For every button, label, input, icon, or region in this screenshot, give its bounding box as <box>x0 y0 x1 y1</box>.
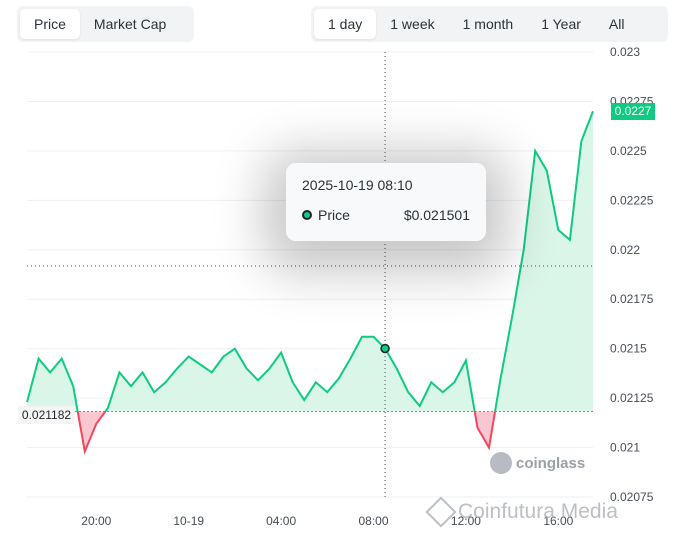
x-tick-label: 20:00 <box>81 514 111 528</box>
y-tick-label: 0.02225 <box>610 193 654 207</box>
watermark-text: Coinfutura Media <box>458 500 618 523</box>
x-tick-label: 04:00 <box>266 514 296 528</box>
coinglass-icon <box>490 452 512 474</box>
range-tab-all[interactable]: All <box>608 16 625 32</box>
tab-price[interactable]: Price <box>20 9 80 39</box>
range-tab-1-year[interactable]: 1 Year <box>541 16 581 32</box>
brand-name: coinglass <box>516 454 586 472</box>
x-tick-label: 12:00 <box>451 514 481 528</box>
y-tick-label: 0.02175 <box>610 292 654 306</box>
range-tab-1-month[interactable]: 1 month <box>462 16 514 32</box>
tooltip-label: Price <box>318 207 350 223</box>
tab-market-cap[interactable]: Market Cap <box>93 16 167 32</box>
range-tabs: 1 day 1 week 1 month 1 Year All <box>311 6 668 42</box>
price-line-up <box>26 110 594 412</box>
start-price-badge: 0.021182 <box>18 406 75 424</box>
area-fill-up <box>27 111 593 412</box>
tooltip-value: $0.021501 <box>403 207 470 223</box>
series-dot-icon <box>302 210 312 220</box>
metric-tabs: Price Market Cap <box>17 6 194 42</box>
y-tick-label: 0.0215 <box>610 342 647 356</box>
x-tick-label: 16:00 <box>543 514 573 528</box>
tooltip-date: 2025-10-19 08:10 <box>302 177 413 193</box>
brand-logo: coinglass <box>490 452 585 474</box>
price-tooltip: 2025-10-19 08:10 Price $0.021501 <box>286 163 486 241</box>
diamond-icon <box>425 496 457 528</box>
range-tab-1-week[interactable]: 1 week <box>390 16 435 32</box>
y-tick-label: 0.021 <box>610 441 640 455</box>
x-tick-label: 10-19 <box>173 514 204 528</box>
watermark: Coinfutura Media <box>425 496 618 528</box>
last-price-badge: 0.0227 <box>611 103 655 120</box>
y-tick-label: 0.02075 <box>610 490 654 504</box>
hover-point <box>380 343 390 354</box>
range-tab-1-day[interactable]: 1 day <box>314 9 377 39</box>
x-tick-label: 08:00 <box>359 514 389 528</box>
y-tick-label: 0.023 <box>610 45 640 59</box>
y-tick-label: 0.02125 <box>610 391 654 405</box>
y-tick-label: 0.022 <box>610 243 640 257</box>
y-tick-label: 0.0225 <box>610 144 647 158</box>
tooltip-row: Price $0.021501 <box>302 207 470 223</box>
